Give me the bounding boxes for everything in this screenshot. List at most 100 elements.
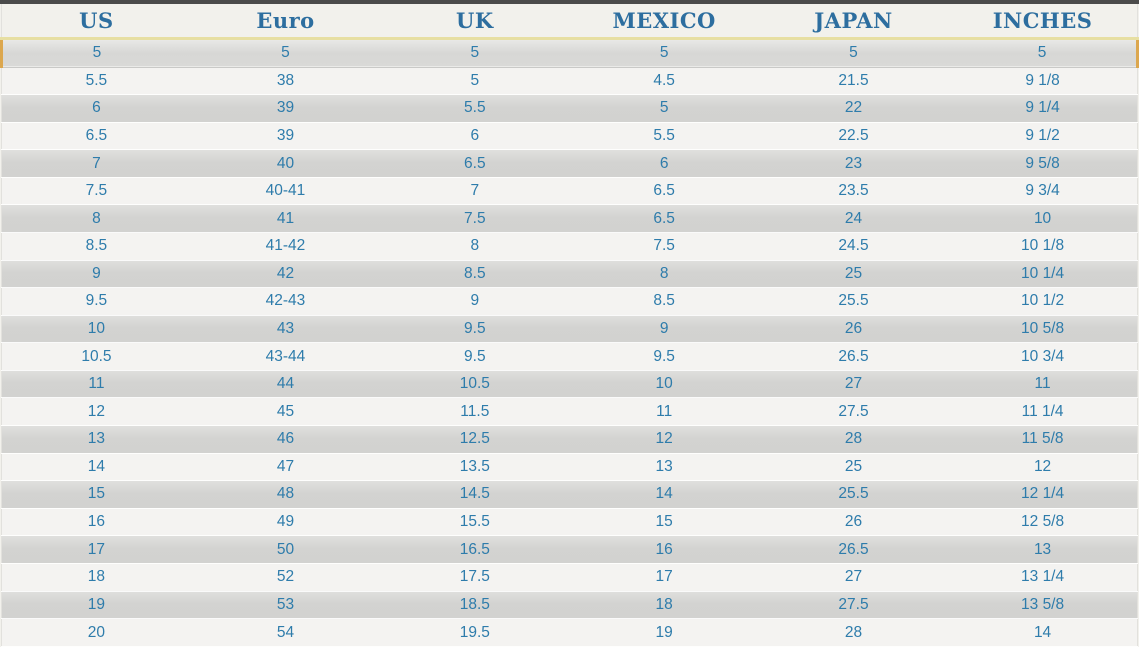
size-cell-euro: 48: [276, 485, 295, 503]
size-cell-mexico: 12: [655, 430, 673, 448]
size-cell-us: 7.5: [85, 182, 108, 200]
size-cell-euro: 42-43: [265, 292, 306, 310]
size-cell-euro: 43: [276, 320, 295, 338]
size-cell-inches: 5: [1037, 44, 1047, 62]
size-cell-japan: 25: [844, 457, 863, 475]
size-cell-uk: 9: [470, 292, 480, 310]
table-row: 8 41 7.5 6.5 24 10: [1, 204, 1138, 233]
table-row: 9.5 42-43 9 8.5 25.5 10 1/2: [1, 287, 1138, 316]
size-cell-japan: 21.5: [838, 71, 869, 89]
size-cell-uk: 16.5: [459, 540, 490, 558]
size-cell-uk: 10.5: [459, 375, 490, 393]
table-row: 7 40 6.5 6 23 9 5/8: [1, 149, 1138, 178]
size-cell-mexico: 9.5: [653, 347, 675, 365]
size-cell-us: 18: [87, 568, 106, 586]
size-cell-euro: 38: [276, 71, 295, 89]
size-cell-euro: 49: [276, 513, 295, 531]
size-cell-euro: 5: [281, 44, 290, 62]
column-header-uk: UK: [380, 4, 570, 40]
size-cell-euro: 41: [276, 209, 295, 227]
size-cell-japan: 25.5: [838, 485, 869, 503]
size-cell-euro: 50: [276, 540, 295, 558]
table-row: 15 48 14.5 14 25.5 12 1/4: [1, 480, 1138, 509]
size-cell-mexico: 17: [655, 568, 673, 586]
size-cell-us: 7: [92, 154, 101, 172]
size-cell-mexico: 11: [656, 402, 673, 420]
table-row: 11 44 10.5 10 27 11: [1, 370, 1138, 398]
size-cell-inches: 12 1/4: [1021, 485, 1065, 503]
size-cell-euro: 42: [276, 264, 295, 282]
size-cell-us: 8.5: [85, 237, 108, 255]
size-cell-euro: 52: [276, 568, 295, 586]
size-cell-japan: 25.5: [838, 292, 869, 310]
size-cell-japan: 28: [844, 430, 863, 448]
size-cell-mexico: 7.5: [653, 237, 675, 255]
size-cell-euro: 39: [276, 99, 295, 117]
table-row: 6.5 39 6 5.5 22.5 9 1/2: [1, 122, 1138, 150]
size-cell-uk: 9.5: [464, 347, 486, 365]
size-cell-uk: 19.5: [459, 623, 490, 641]
size-cell-inches: 10 1/2: [1021, 292, 1065, 310]
size-cell-mexico: 9: [659, 320, 669, 338]
size-cell-japan: 24.5: [838, 237, 869, 255]
size-cell-mexico: 13: [655, 457, 673, 475]
size-cell-inches: 9 1/8: [1025, 71, 1060, 89]
size-cell-us: 17: [87, 540, 106, 558]
size-cell-mexico: 5.5: [653, 126, 675, 144]
size-cell-inches: 10 3/4: [1021, 347, 1065, 365]
size-cell-euro: 45: [276, 402, 295, 420]
size-cell-uk: 18.5: [459, 595, 490, 613]
size-cell-uk: 8.5: [464, 264, 486, 282]
header-row: US Euro UK MEXICO JAPAN INCHES: [1, 4, 1138, 40]
size-cell-inches: 13 1/4: [1021, 568, 1065, 586]
size-cell-uk: 9.5: [464, 320, 486, 338]
size-cell-us: 6: [92, 99, 101, 117]
size-cell-us: 12: [87, 402, 106, 420]
size-cell-uk: 15.5: [459, 513, 490, 531]
size-cell-euro: 40-41: [265, 182, 306, 200]
size-cell-japan: 24: [844, 209, 863, 227]
size-cell-inches: 11: [1034, 375, 1051, 393]
size-cell-mexico: 10: [655, 375, 673, 393]
size-cell-inches: 9 1/4: [1025, 99, 1060, 117]
size-cell-uk: 7.5: [464, 209, 486, 227]
size-cell-inches: 11 1/4: [1021, 402, 1064, 420]
size-cell-inches: 10 1/8: [1021, 237, 1065, 255]
size-cell-japan: 26.5: [838, 347, 869, 365]
size-cell-euro: 43-44: [265, 347, 306, 365]
size-cell-japan: 23.5: [838, 182, 869, 200]
size-cell-uk: 11.5: [460, 402, 490, 420]
size-cell-mexico: 5: [659, 99, 669, 117]
size-cell-us: 10.5: [81, 347, 112, 365]
table-row: 13 46 12.5 12 28 11 5/8: [1, 425, 1138, 454]
size-cell-euro: 44: [276, 375, 295, 393]
size-cell-mexico: 8: [659, 264, 669, 282]
table-row: 5.5 38 5 4.5 21.5 9 1/8: [1, 67, 1138, 95]
column-header-us: US: [1, 4, 191, 40]
size-cell-uk: 14.5: [459, 485, 490, 503]
size-cell-mexico: 6: [659, 154, 669, 172]
column-header-japan: JAPAN: [758, 4, 949, 40]
size-cell-uk: 13.5: [459, 457, 490, 475]
size-cell-uk: 12.5: [459, 430, 490, 448]
size-cell-us: 14: [87, 457, 106, 475]
size-cell-mexico: 4.5: [653, 71, 675, 89]
size-cell-euro: 46: [276, 430, 295, 448]
size-cell-us: 16: [87, 513, 106, 531]
size-cell-japan: 5: [849, 44, 858, 62]
size-cell-inches: 12 5/8: [1021, 513, 1065, 531]
size-cell-uk: 6: [470, 126, 480, 144]
size-cell-inches: 13: [1033, 540, 1052, 558]
size-cell-euro: 54: [276, 623, 295, 641]
size-cell-us: 9.5: [85, 292, 108, 310]
table-row: 17 50 16.5 16 26.5 13: [1, 535, 1138, 564]
size-cell-us: 10: [87, 320, 106, 338]
table-row: 10.5 43-44 9.5 9.5 26.5 10 3/4: [1, 342, 1138, 371]
size-cell-uk: 8: [470, 237, 480, 255]
size-cell-mexico: 6.5: [653, 209, 675, 227]
size-cell-us: 20: [87, 623, 106, 641]
table-row: 14 47 13.5 13 25 12: [1, 453, 1138, 481]
size-cell-inches: 11 5/8: [1021, 430, 1064, 448]
column-header-inches: INCHES: [948, 4, 1138, 40]
